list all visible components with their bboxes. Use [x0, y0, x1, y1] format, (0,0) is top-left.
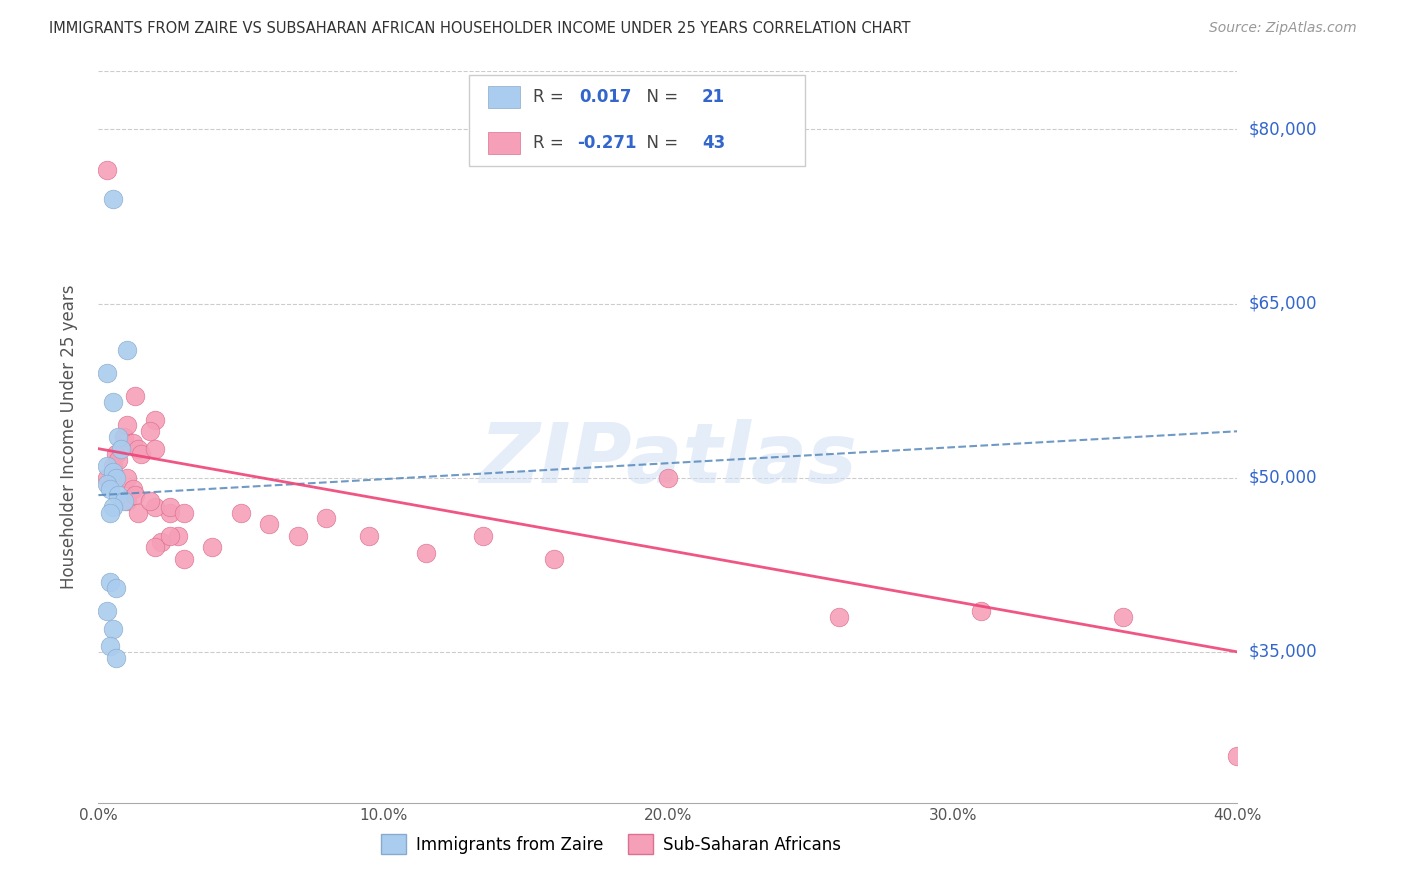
Point	[98, 639, 121, 653]
Point	[101, 459, 124, 474]
Text: R =: R =	[533, 88, 569, 106]
Text: ZIPatlas: ZIPatlas	[479, 418, 856, 500]
Point	[107, 430, 129, 444]
Point	[104, 471, 127, 485]
Point	[357, 529, 380, 543]
Point	[107, 453, 129, 467]
Point	[115, 343, 138, 357]
Point	[104, 448, 127, 462]
Point	[112, 494, 135, 508]
Point	[159, 500, 181, 514]
Point	[159, 529, 181, 543]
Point	[167, 529, 190, 543]
Text: $80,000: $80,000	[1249, 120, 1317, 138]
Point	[159, 506, 181, 520]
FancyBboxPatch shape	[468, 75, 804, 167]
Point	[229, 506, 252, 520]
Point	[101, 395, 124, 409]
Point	[124, 488, 146, 502]
Point	[127, 506, 149, 520]
Point	[112, 430, 135, 444]
Point	[415, 546, 437, 560]
Point	[96, 366, 118, 380]
Point	[145, 541, 167, 555]
Point	[104, 650, 127, 665]
Point	[107, 488, 129, 502]
Text: N =: N =	[636, 134, 683, 152]
Point	[121, 483, 143, 497]
Point	[145, 412, 167, 426]
Point	[1226, 749, 1249, 764]
Text: $65,000: $65,000	[1249, 294, 1317, 312]
Point	[96, 163, 118, 178]
Point	[101, 622, 124, 636]
Point	[98, 483, 121, 497]
Point	[471, 529, 494, 543]
Point	[1112, 610, 1135, 624]
Text: N =: N =	[636, 88, 683, 106]
Point	[98, 506, 121, 520]
Point	[828, 610, 851, 624]
Point	[121, 436, 143, 450]
Point	[150, 534, 173, 549]
Point	[287, 529, 309, 543]
Point	[96, 604, 118, 618]
Text: R =: R =	[533, 134, 569, 152]
Text: IMMIGRANTS FROM ZAIRE VS SUBSAHARAN AFRICAN HOUSEHOLDER INCOME UNDER 25 YEARS CO: IMMIGRANTS FROM ZAIRE VS SUBSAHARAN AFRI…	[49, 21, 911, 36]
Point	[110, 442, 132, 456]
Text: -0.271: -0.271	[576, 134, 637, 152]
Point	[101, 465, 124, 479]
Point	[96, 459, 118, 474]
Legend: Immigrants from Zaire, Sub-Saharan Africans: Immigrants from Zaire, Sub-Saharan Afric…	[374, 828, 848, 860]
Text: $50,000: $50,000	[1249, 468, 1317, 487]
Point	[201, 541, 224, 555]
Text: $35,000: $35,000	[1249, 643, 1317, 661]
Point	[138, 494, 160, 508]
Point	[129, 448, 152, 462]
Point	[96, 471, 118, 485]
Point	[145, 442, 167, 456]
Point	[115, 418, 138, 433]
Point	[115, 494, 138, 508]
Text: 21: 21	[702, 88, 725, 106]
Point	[96, 476, 118, 491]
Point	[657, 471, 679, 485]
Point	[138, 424, 160, 438]
Point	[259, 517, 281, 532]
Point	[101, 500, 124, 514]
Text: 0.017: 0.017	[579, 88, 631, 106]
Point	[173, 506, 195, 520]
Text: Source: ZipAtlas.com: Source: ZipAtlas.com	[1209, 21, 1357, 35]
Point	[115, 471, 138, 485]
Bar	[488, 132, 520, 154]
Y-axis label: Householder Income Under 25 years: Householder Income Under 25 years	[59, 285, 77, 590]
Text: 43: 43	[702, 134, 725, 152]
Point	[543, 552, 565, 566]
Point	[145, 500, 167, 514]
Point	[127, 442, 149, 456]
Point	[98, 575, 121, 590]
Point	[124, 389, 146, 403]
Point	[101, 192, 124, 206]
Bar	[488, 86, 520, 108]
Point	[104, 581, 127, 595]
Point	[970, 604, 993, 618]
Point	[315, 511, 337, 525]
Point	[173, 552, 195, 566]
